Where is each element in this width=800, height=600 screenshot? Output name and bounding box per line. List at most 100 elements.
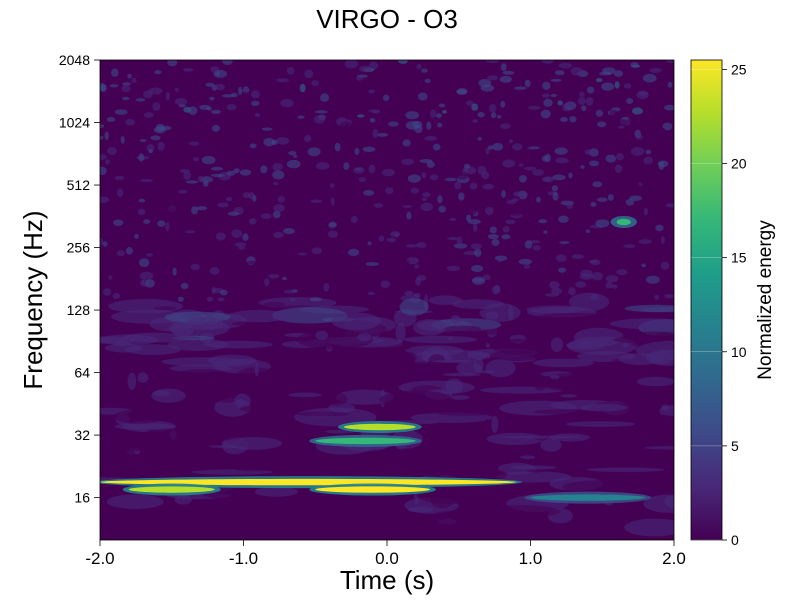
noise-blob xyxy=(404,290,414,297)
noise-blob xyxy=(569,116,577,123)
noise-blob xyxy=(568,292,610,311)
noise-blob xyxy=(658,161,665,171)
noise-blob xyxy=(635,134,643,140)
noise-blob xyxy=(554,70,565,76)
noise-blob xyxy=(548,281,560,289)
noise-blob xyxy=(551,287,563,295)
noise-blob xyxy=(512,143,523,151)
noise-blob xyxy=(286,67,295,75)
noise-blob xyxy=(281,265,287,273)
noise-blob xyxy=(106,509,166,518)
noise-blob xyxy=(543,176,554,183)
noise-blob xyxy=(210,173,225,178)
noise-blob xyxy=(568,172,573,179)
y-tick-label: 1024 xyxy=(59,115,90,131)
noise-blob xyxy=(499,123,511,129)
noise-blob xyxy=(311,80,320,86)
noise-blob xyxy=(309,297,322,302)
noise-blob xyxy=(463,250,478,256)
noise-blob xyxy=(182,520,228,526)
noise-blob xyxy=(528,105,541,110)
noise-blob xyxy=(655,224,664,232)
noise-blob xyxy=(374,208,387,213)
noise-blob xyxy=(487,75,499,81)
noise-blob xyxy=(609,109,618,117)
y-tick-label: 32 xyxy=(74,427,90,443)
noise-blob xyxy=(441,187,455,195)
noise-blob xyxy=(489,226,497,234)
noise-blob xyxy=(384,109,393,116)
noise-blob xyxy=(217,297,225,302)
noise-blob xyxy=(575,281,586,288)
noise-blob xyxy=(641,263,646,268)
noise-blob xyxy=(107,147,117,155)
noise-blob xyxy=(408,531,488,540)
noise-blob xyxy=(122,82,131,86)
noise-blob xyxy=(343,263,354,271)
noise-blob xyxy=(157,220,166,227)
noise-layer xyxy=(100,60,674,540)
noise-blob xyxy=(288,392,322,398)
noise-blob xyxy=(340,121,353,129)
noise-blob xyxy=(188,106,198,115)
noise-blob xyxy=(138,153,145,162)
noise-blob xyxy=(156,178,170,187)
noise-blob xyxy=(544,153,551,163)
noise-blob xyxy=(664,104,674,111)
noise-blob xyxy=(234,242,247,248)
noise-blob xyxy=(522,209,534,219)
noise-blob xyxy=(343,162,350,171)
noise-blob xyxy=(492,142,504,151)
noise-blob xyxy=(443,447,485,453)
noise-blob xyxy=(210,109,222,114)
noise-blob xyxy=(566,202,573,210)
noise-blob xyxy=(453,243,468,249)
noise-blob xyxy=(381,291,387,295)
noise-blob xyxy=(210,166,224,171)
signal-feature xyxy=(530,494,646,501)
noise-blob xyxy=(398,259,410,268)
noise-blob xyxy=(196,280,203,288)
noise-blob xyxy=(403,335,478,344)
noise-blob xyxy=(209,267,220,275)
noise-blob xyxy=(234,393,251,409)
noise-blob xyxy=(239,169,252,176)
noise-blob xyxy=(150,250,160,254)
noise-blob xyxy=(429,510,485,525)
noise-blob xyxy=(159,248,166,252)
noise-blob xyxy=(226,170,236,176)
noise-blob xyxy=(514,243,520,250)
noise-blob xyxy=(450,315,461,324)
noise-blob xyxy=(578,96,586,106)
noise-blob xyxy=(100,526,110,533)
noise-blob xyxy=(532,245,541,251)
colorbar: 0 5 10 15 20 25 Normalized energy xyxy=(690,59,776,548)
noise-blob xyxy=(310,199,323,203)
noise-blob xyxy=(641,189,649,195)
noise-blob xyxy=(595,219,610,228)
y-tick-label: 16 xyxy=(74,490,90,506)
noise-blob xyxy=(571,254,584,260)
noise-blob xyxy=(148,149,153,154)
noise-blob xyxy=(587,467,665,473)
noise-blob xyxy=(542,373,592,392)
noise-blob xyxy=(108,275,113,280)
noise-blob xyxy=(470,243,482,250)
noise-blob xyxy=(362,146,376,152)
noise-blob xyxy=(606,225,613,233)
noise-blob xyxy=(325,392,348,406)
colorbar-tick-label: 25 xyxy=(731,61,747,77)
noise-blob xyxy=(319,117,326,121)
noise-blob xyxy=(472,223,478,232)
noise-blob xyxy=(437,195,443,204)
noise-blob xyxy=(283,289,298,294)
noise-blob xyxy=(585,229,591,233)
noise-blob xyxy=(122,332,188,343)
noise-blob xyxy=(429,174,439,181)
noise-blob xyxy=(254,141,262,146)
noise-blob xyxy=(605,275,619,283)
signal-feature xyxy=(343,423,416,431)
noise-blob xyxy=(451,299,505,309)
signal-feature xyxy=(616,218,631,226)
noise-blob xyxy=(254,113,260,118)
